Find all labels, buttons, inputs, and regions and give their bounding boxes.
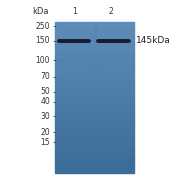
Text: 2: 2	[108, 7, 113, 16]
Text: 250: 250	[35, 22, 50, 31]
Text: 70: 70	[40, 72, 50, 81]
Text: 145kDa: 145kDa	[136, 36, 171, 45]
Text: 20: 20	[40, 128, 50, 137]
Text: 15: 15	[40, 138, 50, 147]
Text: 100: 100	[35, 56, 50, 65]
Text: 1: 1	[73, 7, 77, 16]
Text: 50: 50	[40, 87, 50, 96]
Text: 30: 30	[40, 112, 50, 121]
Text: 40: 40	[40, 97, 50, 106]
Text: 150: 150	[35, 36, 50, 45]
Text: kDa: kDa	[32, 7, 48, 16]
